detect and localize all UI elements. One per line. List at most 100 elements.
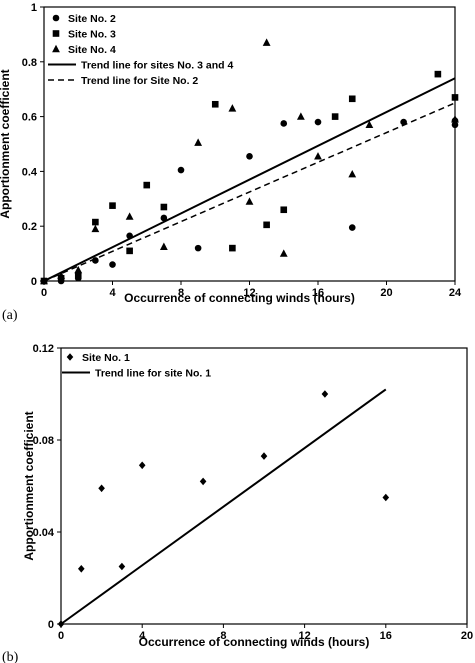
y-tick-label: 0.04 (33, 527, 55, 539)
x-tick-label: 12 (298, 630, 310, 642)
data-point-square (263, 221, 270, 229)
data-point-triangle (74, 265, 83, 274)
y-tick-label: 1 (31, 2, 37, 14)
data-point-triangle (279, 249, 288, 257)
data-point-diamond (78, 565, 85, 573)
legend-label: Trend line for sites No. 3 and 4 (81, 60, 233, 72)
data-point-square (92, 218, 99, 226)
y-tick-label: 0.12 (33, 343, 54, 355)
data-point-triangle (451, 115, 459, 123)
x-tick-label: 20 (380, 287, 392, 299)
data-point-diamond (118, 562, 126, 571)
data-point-diamond (138, 461, 146, 470)
data-point-diamond (199, 477, 207, 486)
x-tick-label: 24 (449, 287, 462, 299)
x-tick-label: 16 (380, 630, 392, 642)
legend-label: Trend line for site No. 1 (95, 368, 211, 380)
legend: Site No. 1 Trend line for site No. 1 (62, 352, 211, 380)
x-tick-label: 16 (312, 287, 324, 299)
y-tick-label: 0.8 (22, 57, 37, 69)
data-point-square (126, 247, 133, 255)
trend-line-trend-line-for-site-no-2 (43, 102, 456, 282)
data-point-triangle (194, 138, 203, 146)
legend-marker-circle (52, 14, 60, 22)
data-point-circle (194, 244, 202, 252)
x-tick-label: 8 (220, 630, 226, 642)
data-point-circle (314, 118, 322, 126)
x-tick-label: 4 (109, 287, 116, 299)
chart-panel-a: 0 4 8 12 16 20 24 0 0.2 0.4 0.6 0.8 1 Occurrence of c… (0, 2, 462, 323)
data-point-square (229, 244, 236, 252)
data-point-diamond (382, 493, 390, 502)
x-tick-label: 0 (41, 287, 47, 299)
x-tick-label: 12 (243, 287, 255, 299)
y-tick-label: 0.08 (33, 435, 54, 447)
y-axis-title: Apportionment coefficient (22, 411, 36, 560)
legend-label: Site No. 4 (68, 44, 116, 56)
trend-line-trend-line-for-sites-no-3-and-4 (43, 77, 456, 282)
chart-panel-b: 0 4 8 12 16 20 0 0.04 0.08 0.12 Occurrence of conn… (2, 343, 473, 663)
panel-label: (b) (2, 650, 19, 663)
data-point-square (331, 113, 339, 120)
data-point-triangle (57, 271, 66, 279)
plot-area-frame (60, 347, 468, 625)
x-axis-title: Occurrence of connecting winds (hours) (139, 635, 370, 649)
series-site-no-1 (57, 390, 390, 628)
y-tick-label: 0.6 (22, 112, 37, 124)
data-point-diamond (98, 484, 105, 493)
data-point-triangle (262, 38, 271, 46)
data-point-triangle (348, 169, 357, 178)
x-tick-label: 4 (139, 630, 146, 642)
data-point-circle (451, 121, 459, 129)
legend-label: Site No. 2 (68, 13, 116, 25)
legend-label: Site No. 3 (68, 29, 116, 41)
data-point-square (434, 70, 442, 78)
series-trend-line-for-site-no-1 (60, 388, 387, 625)
data-point-square (348, 95, 356, 103)
data-point-square (451, 94, 459, 101)
y-tick-label: 0.2 (22, 221, 37, 233)
data-point-circle (177, 166, 185, 174)
data-point-square (143, 181, 151, 189)
data-point-square (109, 202, 116, 209)
data-point-square (74, 272, 82, 279)
data-point-diamond (321, 390, 329, 398)
data-point-triangle (91, 224, 100, 233)
data-point-triangle (125, 212, 134, 220)
data-point-triangle (365, 120, 374, 129)
data-point-square (280, 206, 288, 214)
data-point-triangle (296, 112, 305, 120)
x-tick-label: 20 (461, 630, 473, 642)
trend-line-trend-line-for-site-no-1 (60, 388, 387, 625)
legend-label: Site No. 1 (82, 352, 130, 364)
legend-label: Trend line for Site No. 2 (81, 75, 198, 87)
data-point-circle (348, 224, 356, 231)
data-point-diamond (260, 452, 268, 460)
data-point-triangle (159, 242, 168, 250)
data-point-circle (280, 120, 288, 127)
y-tick-label: 0.4 (22, 166, 38, 178)
data-point-triangle (314, 152, 322, 160)
data-point-circle (160, 214, 168, 222)
legend-marker-square (52, 30, 60, 37)
data-point-square (160, 203, 168, 211)
data-point-triangle (245, 197, 254, 205)
legend-marker-triangle (52, 44, 60, 53)
y-tick-label: 0 (48, 619, 54, 631)
data-point-triangle (228, 104, 237, 112)
x-axis-title: Occurrence of connecting winds (hours) (124, 291, 355, 305)
legend-marker-diamond (66, 353, 74, 361)
x-tick-label: 8 (178, 287, 184, 299)
x-tick-label: 0 (58, 630, 64, 642)
y-axis-title: Apportionment coefficient (0, 69, 12, 218)
data-point-circle (246, 153, 253, 160)
series-trend-line-for-sites-no-3-and-4 (43, 77, 456, 282)
y-tick-label: 0 (31, 276, 37, 288)
series-site-no-4 (40, 38, 459, 285)
data-point-square (211, 100, 219, 108)
data-point-circle (109, 261, 116, 268)
panel-label: (a) (2, 308, 18, 323)
series-trend-line-for-site-no-2 (43, 102, 456, 282)
legend: Site No. 2 Site No. 3 Site No. 4 Trend line… (48, 13, 233, 87)
